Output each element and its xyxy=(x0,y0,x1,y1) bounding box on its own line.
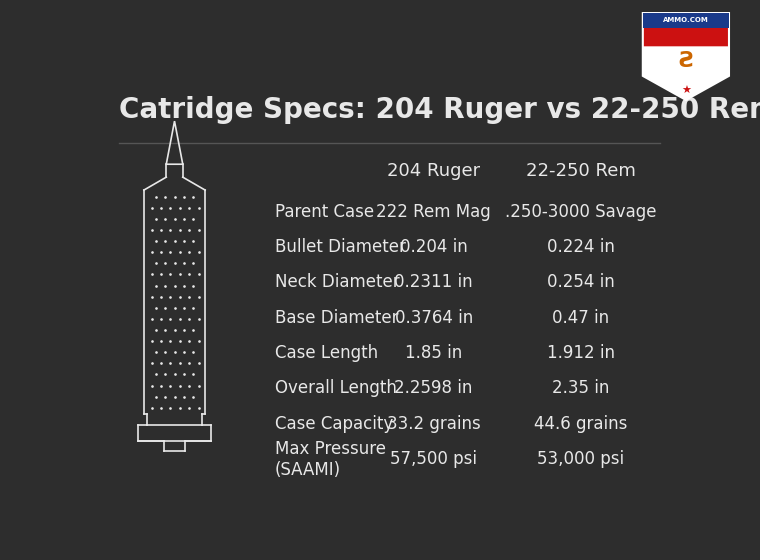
Text: Case Length: Case Length xyxy=(274,344,378,362)
Text: 0.2311 in: 0.2311 in xyxy=(394,273,473,291)
Text: Parent Case: Parent Case xyxy=(274,203,374,221)
Text: Ƨ: Ƨ xyxy=(678,51,694,71)
Text: 222 Rem Mag: 222 Rem Mag xyxy=(376,203,491,221)
Text: Catridge Specs: 204 Ruger vs 22-250 Rem: Catridge Specs: 204 Ruger vs 22-250 Rem xyxy=(119,96,760,124)
Text: Max Pressure
(SAAMI): Max Pressure (SAAMI) xyxy=(274,440,385,479)
Polygon shape xyxy=(643,13,729,28)
Text: 2.35 in: 2.35 in xyxy=(553,380,610,398)
Text: 57,500 psi: 57,500 psi xyxy=(390,450,477,468)
Text: 53,000 psi: 53,000 psi xyxy=(537,450,625,468)
Text: Neck Diameter: Neck Diameter xyxy=(274,273,399,291)
Text: ★: ★ xyxy=(681,86,691,96)
Text: .250-3000 Savage: .250-3000 Savage xyxy=(505,203,657,221)
Polygon shape xyxy=(643,46,729,100)
Polygon shape xyxy=(643,13,729,100)
Text: 33.2 grains: 33.2 grains xyxy=(387,415,480,433)
Text: 0.254 in: 0.254 in xyxy=(547,273,615,291)
Text: 0.3764 in: 0.3764 in xyxy=(394,309,473,326)
Text: 44.6 grains: 44.6 grains xyxy=(534,415,628,433)
Text: 0.47 in: 0.47 in xyxy=(553,309,610,326)
Text: 204 Ruger: 204 Ruger xyxy=(387,162,480,180)
Text: 22-250 Rem: 22-250 Rem xyxy=(526,162,636,180)
Text: 2.2598 in: 2.2598 in xyxy=(394,380,473,398)
Text: Bullet Diameter: Bullet Diameter xyxy=(274,238,406,256)
Text: Base Diameter: Base Diameter xyxy=(274,309,398,326)
Text: 0.204 in: 0.204 in xyxy=(400,238,467,256)
Text: 0.224 in: 0.224 in xyxy=(547,238,615,256)
Text: Case Capacity: Case Capacity xyxy=(274,415,393,433)
Text: 1.912 in: 1.912 in xyxy=(547,344,615,362)
Text: Overall Length: Overall Length xyxy=(274,380,397,398)
Text: 1.85 in: 1.85 in xyxy=(405,344,462,362)
Text: AMMO.COM: AMMO.COM xyxy=(663,17,709,24)
